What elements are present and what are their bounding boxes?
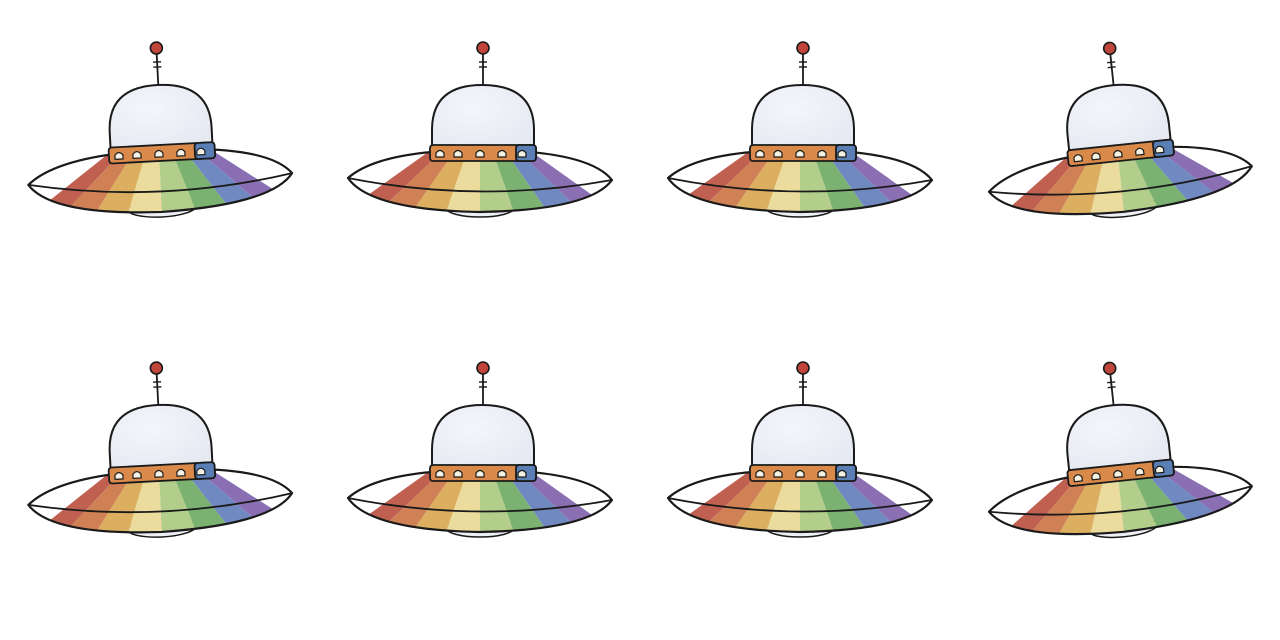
- window-1: [1073, 474, 1083, 483]
- dome: [431, 83, 535, 151]
- window-2: [453, 469, 463, 478]
- antenna-bulb: [796, 41, 810, 55]
- antenna-bulb: [1102, 361, 1117, 376]
- window-5: [837, 149, 847, 158]
- antenna-bulb: [1102, 41, 1117, 56]
- dome: [751, 403, 855, 471]
- antenna-tick-2: [1107, 66, 1116, 69]
- antenna-stem: [1109, 374, 1115, 406]
- window-4: [817, 149, 827, 158]
- disc-rim: [667, 497, 933, 513]
- window-3: [475, 149, 485, 158]
- ufo-frame-6: [320, 320, 640, 640]
- window-1: [1073, 154, 1083, 163]
- window-4: [1134, 147, 1145, 156]
- disc-rim: [28, 492, 293, 514]
- window-5: [196, 467, 206, 476]
- flying-saucer-icon: [666, 41, 934, 218]
- window-3: [795, 149, 805, 158]
- window-2: [773, 149, 783, 158]
- window-2: [773, 469, 783, 478]
- window-5: [517, 149, 527, 158]
- flying-saucer-icon: [666, 361, 934, 538]
- ufo-frame-7: [640, 320, 960, 640]
- window-2: [132, 471, 142, 480]
- window-2: [1091, 152, 1101, 161]
- window-1: [755, 149, 765, 158]
- window-3: [1113, 150, 1123, 159]
- window-4: [497, 469, 507, 478]
- window-5: [1154, 145, 1165, 154]
- flying-saucer-icon: [26, 361, 294, 539]
- ufo-frame-8: [960, 320, 1280, 640]
- antenna-stem: [1109, 54, 1115, 86]
- window-3: [1113, 470, 1123, 479]
- window-5: [196, 147, 206, 156]
- antenna-tick-2: [1107, 386, 1116, 389]
- window-2: [132, 151, 142, 160]
- rainbow-disc: [348, 150, 612, 212]
- window-5: [1154, 465, 1165, 474]
- window-2: [453, 149, 463, 158]
- window-4: [497, 149, 507, 158]
- window-2: [1091, 472, 1101, 481]
- window-1: [435, 469, 445, 478]
- window-1: [755, 469, 765, 478]
- ufo-frame-3: [640, 0, 960, 320]
- antenna-stem: [155, 373, 160, 406]
- dome: [108, 83, 214, 154]
- antenna-bulb: [149, 41, 164, 55]
- window-1: [114, 472, 124, 480]
- antenna-bulb: [476, 41, 490, 55]
- window-4: [1134, 467, 1145, 476]
- dome: [751, 83, 855, 151]
- disc-rim: [347, 497, 613, 513]
- ufo-frame-5: [0, 320, 320, 640]
- disc-rim: [28, 172, 293, 194]
- ufo-frame-1: [0, 0, 320, 320]
- disc-rim: [988, 165, 1253, 196]
- window-4: [817, 469, 827, 478]
- antenna-bulb: [796, 361, 810, 375]
- flying-saucer-icon: [346, 41, 614, 218]
- antenna-tick-1: [1107, 61, 1116, 64]
- flying-saucer-icon: [986, 361, 1256, 546]
- window-3: [154, 149, 164, 158]
- dome: [431, 403, 535, 471]
- ufo-frame-4: [960, 0, 1280, 320]
- window-3: [154, 469, 164, 478]
- antenna-tick-1: [1107, 381, 1116, 384]
- window-4: [176, 468, 186, 477]
- window-3: [475, 469, 485, 478]
- disc-rim: [988, 485, 1253, 516]
- window-3: [795, 469, 805, 478]
- disc-rim: [347, 177, 613, 193]
- flying-saucer-icon: [26, 41, 294, 219]
- dome: [1066, 83, 1173, 157]
- disc-rim: [667, 177, 933, 193]
- flying-saucer-icon: [986, 41, 1256, 226]
- window-5: [517, 469, 527, 478]
- ufo-frame-2: [320, 0, 640, 320]
- dome: [1066, 403, 1173, 477]
- flying-saucer-icon: [346, 361, 614, 538]
- antenna-bulb: [149, 361, 164, 375]
- window-1: [435, 149, 445, 158]
- antenna-bulb: [476, 361, 490, 375]
- antenna-stem: [155, 53, 160, 86]
- window-1: [114, 152, 124, 160]
- window-5: [837, 469, 847, 478]
- window-4: [176, 148, 186, 157]
- dome: [108, 403, 214, 474]
